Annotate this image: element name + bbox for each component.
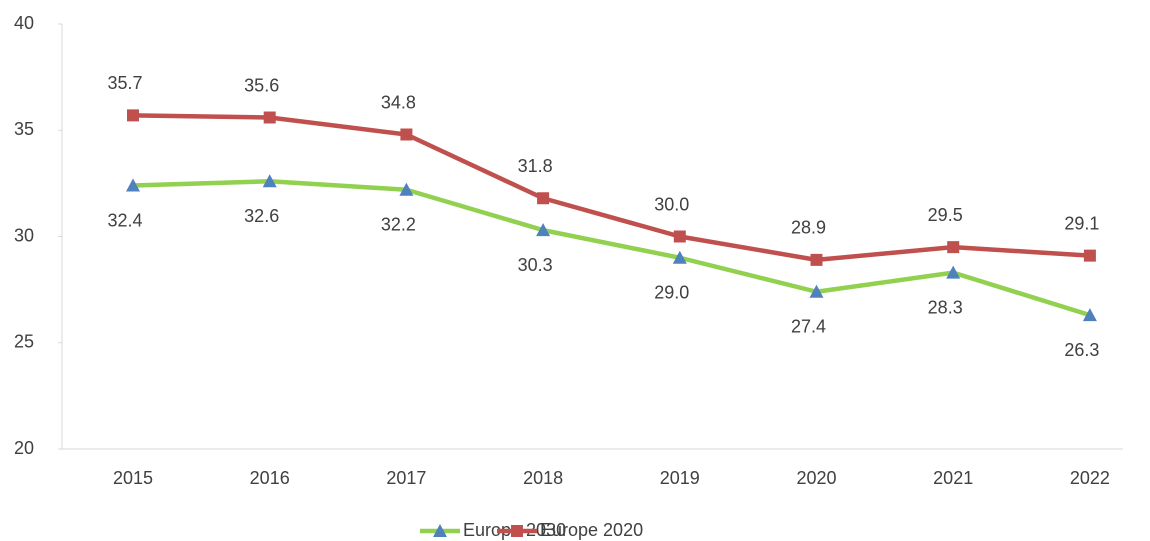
data-label: 32.2 — [381, 215, 416, 235]
series-line — [132, 113, 1091, 263]
marker — [1083, 249, 1096, 262]
marker — [672, 250, 687, 264]
y-tick-label: 35 — [14, 119, 34, 139]
legend-label: Europe 2020 — [540, 520, 643, 540]
y-tick-label: 30 — [14, 225, 34, 245]
marker — [673, 230, 686, 243]
data-label: 35.7 — [107, 73, 142, 93]
data-label: 26.3 — [1064, 340, 1099, 360]
data-label: 29.1 — [1064, 213, 1099, 233]
marker — [263, 111, 276, 124]
data-label: 34.8 — [381, 92, 416, 112]
x-tick-label: 2022 — [1070, 468, 1110, 488]
data-label: 32.4 — [107, 210, 142, 230]
marker — [946, 265, 961, 279]
x-tick-label: 2017 — [386, 468, 426, 488]
x-tick-label: 2016 — [250, 468, 290, 488]
x-tick-label: 2019 — [660, 468, 700, 488]
marker — [809, 284, 824, 298]
x-tick-label: 2020 — [796, 468, 836, 488]
legend-marker — [511, 525, 523, 537]
data-label: 30.0 — [654, 194, 689, 214]
data-label: 30.3 — [518, 255, 553, 275]
data-label: 27.4 — [791, 317, 826, 337]
marker — [947, 241, 960, 254]
data-label: 28.3 — [928, 297, 963, 317]
marker — [127, 109, 139, 122]
marker — [537, 192, 550, 205]
marker — [399, 182, 414, 196]
x-tick-label: 2018 — [523, 468, 563, 488]
data-label: 31.8 — [518, 156, 553, 176]
marker — [536, 223, 551, 237]
marker — [810, 253, 823, 266]
data-label: 29.5 — [928, 205, 963, 225]
legend-marker — [433, 524, 447, 537]
y-tick-label: 25 — [14, 332, 34, 352]
x-tick-label: 2015 — [113, 468, 153, 488]
series-line — [132, 179, 1091, 318]
marker — [262, 174, 277, 188]
x-tick-label: 2021 — [933, 468, 973, 488]
data-label: 29.0 — [654, 283, 689, 303]
y-tick-label: 20 — [14, 438, 34, 458]
marker — [400, 128, 413, 141]
marker — [126, 178, 140, 192]
marker — [1082, 308, 1097, 322]
data-label: 35.6 — [244, 75, 279, 95]
y-tick-label: 40 — [14, 13, 34, 33]
data-label: 28.9 — [791, 218, 826, 238]
data-label: 32.6 — [244, 206, 279, 226]
